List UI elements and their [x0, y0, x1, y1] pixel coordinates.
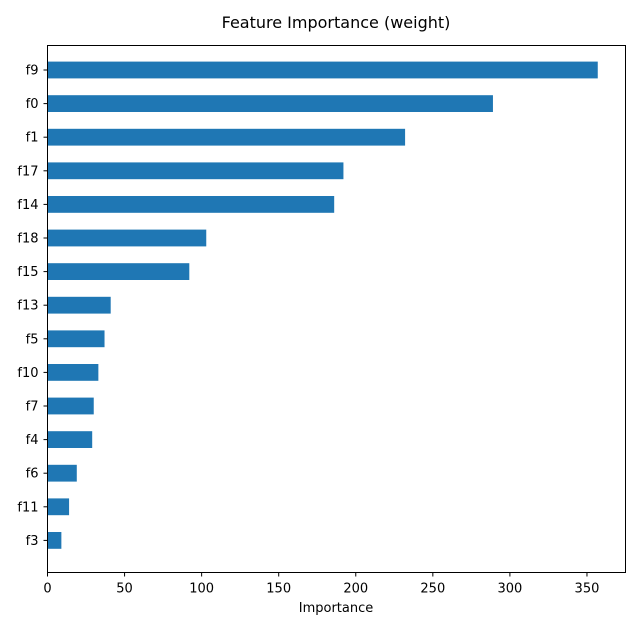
chart-title: Feature Importance (weight): [222, 13, 451, 32]
x-axis-label: Importance: [299, 601, 374, 616]
x-tick-label-50: 50: [116, 582, 133, 597]
y-tick-label-f5: f5: [26, 332, 39, 347]
y-tick-label-f10: f10: [17, 366, 38, 381]
bar-f7: [47, 397, 94, 415]
x-tick-label-150: 150: [266, 582, 291, 597]
bar-f4: [47, 431, 93, 448]
bar-f3: [47, 532, 62, 549]
bar-f0: [47, 95, 493, 112]
bar-f17: [47, 162, 344, 180]
x-axis-ticks: 0 50 100 150 200 250 300 350: [43, 572, 600, 597]
y-tick-label-f9: f9: [26, 64, 39, 79]
x-tick-label-250: 250: [420, 582, 445, 597]
plot-frame: [47, 45, 626, 573]
bar-f14: [47, 196, 335, 213]
y-tick-label-f3: f3: [26, 534, 39, 549]
y-tick-label-f1: f1: [26, 131, 39, 146]
bar-f1: [47, 128, 406, 146]
y-tick-label-f11: f11: [17, 500, 38, 515]
x-tick-label-350: 350: [575, 582, 600, 597]
bar-f15: [47, 263, 190, 280]
y-tick-label-f0: f0: [26, 97, 39, 112]
bar-f5: [47, 330, 105, 348]
bar-f18: [47, 229, 207, 247]
bars-group: [47, 61, 598, 549]
y-tick-label-f6: f6: [26, 467, 39, 482]
x-tick-label-300: 300: [497, 582, 522, 597]
x-tick-label-0: 0: [43, 582, 51, 597]
y-tick-label-f15: f15: [17, 265, 38, 280]
bar-f11: [47, 498, 70, 516]
x-tick-label-100: 100: [189, 582, 214, 597]
y-tick-label-f4: f4: [26, 433, 39, 448]
bar-f9: [47, 61, 598, 79]
y-tick-label-f18: f18: [17, 232, 38, 247]
bar-f13: [47, 296, 111, 314]
y-tick-label-f14: f14: [17, 198, 38, 213]
y-tick-label-f13: f13: [17, 299, 38, 314]
bar-f6: [47, 464, 77, 482]
x-tick-label-200: 200: [343, 582, 368, 597]
bar-f10: [47, 364, 99, 381]
y-axis-ticks: f9 f0 f1 f17 f14 f18 f15 f13 f5 f10 f7 f4 f6 f11 f3: [17, 64, 48, 549]
y-tick-label-f7: f7: [26, 400, 39, 415]
y-tick-label-f17: f17: [17, 164, 38, 179]
